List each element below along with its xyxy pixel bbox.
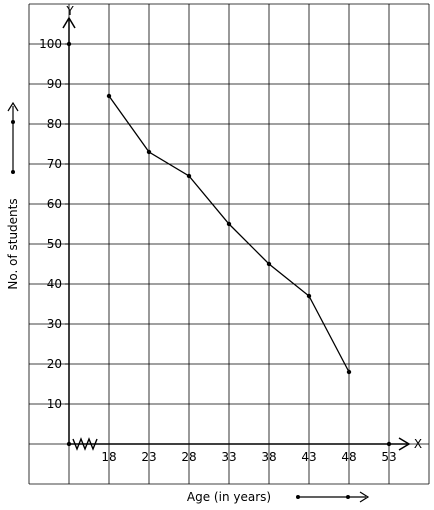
y-axis-title: No. of students (6, 198, 20, 289)
x-axis-max-point (386, 441, 392, 447)
x-tick-label: 48 (341, 450, 356, 464)
y-tick-label: 40 (47, 277, 62, 291)
y-tick-label: 60 (47, 197, 62, 211)
data-series (106, 93, 352, 375)
y-tick-label: 20 (47, 357, 62, 371)
x-direction-arrow (296, 491, 370, 503)
y-tick-label: 30 (47, 317, 62, 331)
x-tick-label: 18 (101, 450, 116, 464)
y-tick-label: 100 (39, 37, 62, 51)
data-point (186, 173, 192, 179)
y-tick-label: 80 (47, 117, 62, 131)
x-tick-label: 38 (261, 450, 276, 464)
data-point (226, 221, 232, 227)
x-axis-title: Age (in years) (187, 490, 271, 504)
data-point (266, 261, 272, 267)
tick-labels: 10 20 30 40 50 60 70 80 90 100 18 23 28 33 38 43 48 53 (39, 37, 397, 464)
x-tick-label: 43 (301, 450, 316, 464)
x-tick-label: 33 (221, 450, 236, 464)
x-tick-label: 53 (381, 450, 396, 464)
y-tick-label: 90 (47, 77, 62, 91)
x-axis-break (72, 437, 98, 451)
grid (28, 3, 430, 485)
axes (62, 16, 411, 451)
x-axis-arrowhead (398, 437, 411, 451)
y-direction-arrow (7, 101, 19, 174)
x-axis-letter: X (414, 437, 422, 451)
data-point (146, 149, 152, 155)
y-tick-label: 10 (47, 397, 62, 411)
x-tick-label: 28 (181, 450, 196, 464)
y-axis-max-point (66, 41, 72, 47)
data-point (306, 293, 312, 299)
y-tick-label: 50 (47, 237, 62, 251)
data-point (346, 369, 352, 375)
x-tick-label: 23 (141, 450, 156, 464)
y-tick-label: 70 (47, 157, 62, 171)
data-point (106, 93, 112, 99)
origin-point (66, 441, 72, 447)
y-axis-letter: Y (65, 4, 74, 18)
y-axis-arrowhead (62, 16, 76, 29)
